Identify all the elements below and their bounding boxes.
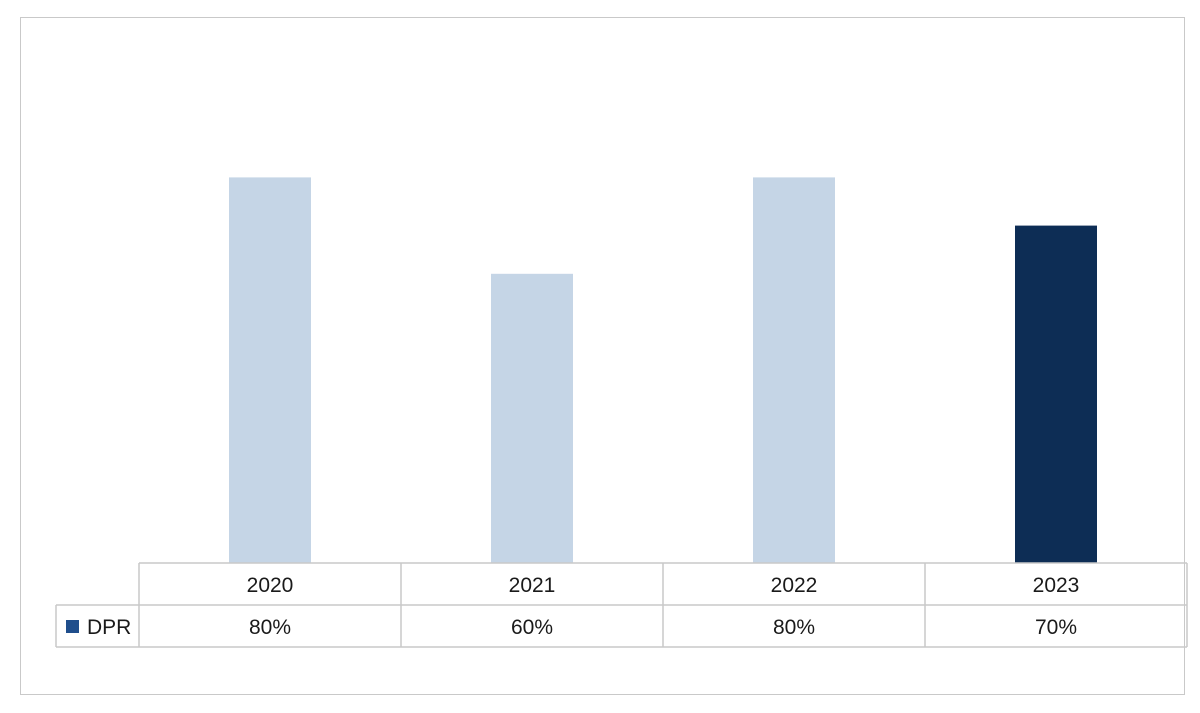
bars-layer	[229, 177, 1097, 563]
data-label: 70%	[1035, 616, 1077, 639]
x-tick-label: 2023	[1033, 574, 1080, 597]
x-tick-label: 2022	[771, 574, 818, 597]
bar-2020	[229, 177, 311, 563]
bar-2021	[491, 273, 573, 563]
data-label: 60%	[511, 616, 553, 639]
data-label: 80%	[773, 616, 815, 639]
bar-2022	[753, 177, 835, 563]
data-label: 80%	[249, 616, 291, 639]
legend-swatch	[66, 620, 79, 633]
data-table: 2020 2021 2022 2023 DPR 80% 60% 80% 70%	[55, 562, 1188, 648]
x-tick-label: 2021	[509, 574, 556, 597]
bar-2023	[1015, 225, 1097, 563]
series-name-label: DPR	[87, 616, 131, 639]
chart-frame	[20, 17, 1185, 695]
x-tick-label: 2020	[247, 574, 294, 597]
